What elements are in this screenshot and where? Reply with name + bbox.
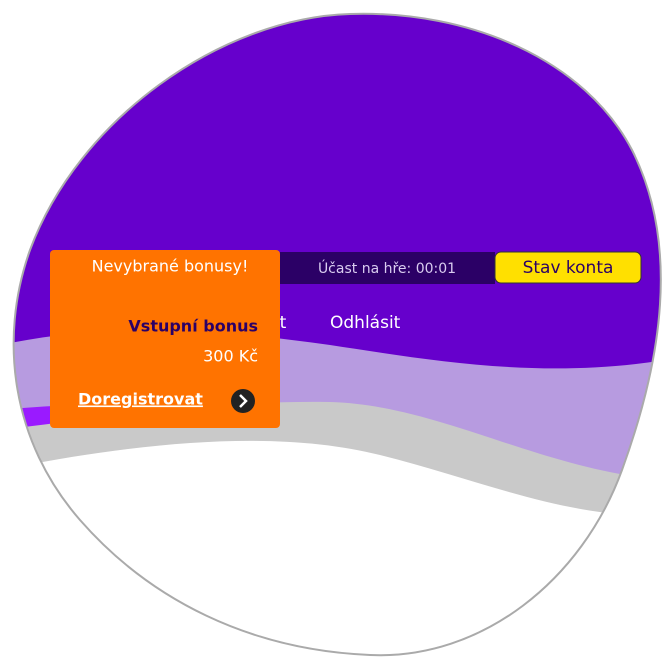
bonus-title: Vstupní bonus: [128, 317, 258, 336]
bonus-button-label[interactable]: Nevybrané bonusy!: [92, 257, 249, 276]
blob-content: Účast na hře: 00:01 Stav konta e t Odhlá…: [0, 0, 665, 660]
session-timer: Účast na hře: 00:01: [318, 259, 456, 277]
nav-item[interactable]: e: [0, 313, 10, 333]
nav-item[interactable]: Odhlásit: [330, 313, 401, 333]
nav-item[interactable]: t: [280, 313, 287, 333]
bonus-amount: 300 Kč: [203, 347, 258, 366]
register-link[interactable]: Doregistrovat: [78, 390, 203, 409]
page: Účast na hře: 00:01 Stav konta e t Odhlá…: [0, 0, 665, 660]
account-button-label[interactable]: Stav konta: [523, 258, 614, 278]
register-icon[interactable]: [231, 389, 255, 413]
screenshot: Účast na hře: 00:01 Stav konta e t Odhlá…: [0, 0, 665, 660]
